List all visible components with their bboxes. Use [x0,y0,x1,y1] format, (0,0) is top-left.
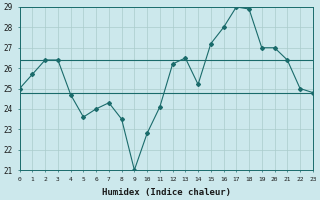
X-axis label: Humidex (Indice chaleur): Humidex (Indice chaleur) [102,188,231,197]
